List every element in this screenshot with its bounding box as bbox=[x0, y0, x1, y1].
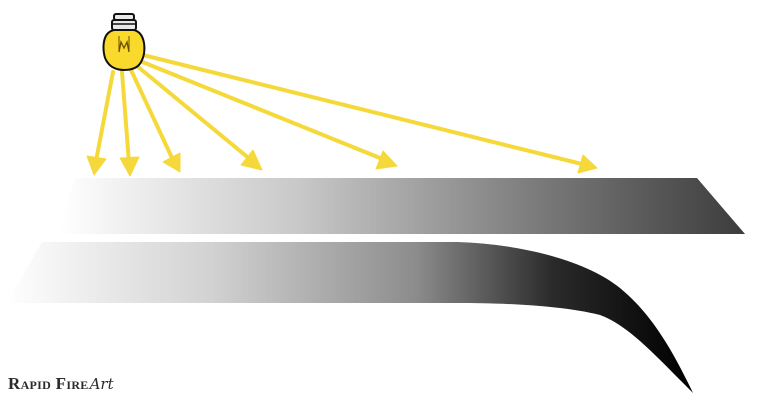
arrowhead bbox=[119, 156, 140, 177]
light-rays bbox=[94, 53, 588, 167]
arrowhead bbox=[577, 154, 598, 174]
arrowhead bbox=[162, 152, 181, 173]
light-ray bbox=[141, 53, 588, 167]
arrowhead bbox=[375, 150, 398, 170]
light-ray bbox=[94, 70, 115, 163]
arrowhead bbox=[86, 155, 107, 176]
light-ray bbox=[129, 68, 175, 162]
brand-logo-main: Rapid Fire bbox=[8, 374, 89, 393]
brand-logo: Rapid FireArt bbox=[8, 374, 114, 394]
curved-surface bbox=[7, 242, 693, 393]
light-ray bbox=[135, 64, 253, 162]
flat-surface bbox=[58, 178, 745, 234]
light-ray-arrowheads bbox=[86, 149, 598, 177]
light-ray bbox=[120, 70, 131, 165]
brand-logo-script: Art bbox=[89, 375, 114, 393]
light-bulb-icon bbox=[102, 13, 146, 72]
arrowhead bbox=[240, 149, 263, 171]
light-ray bbox=[138, 59, 387, 162]
